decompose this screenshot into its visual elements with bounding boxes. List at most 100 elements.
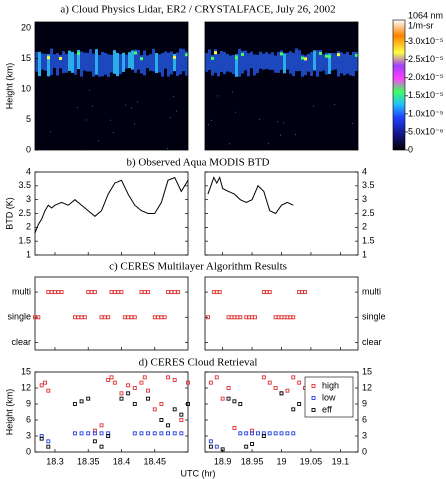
lidar-cloud xyxy=(328,53,331,74)
lidar-cloud xyxy=(244,50,247,71)
lidar-cloud xyxy=(44,53,47,71)
lidar-cloud xyxy=(262,53,265,70)
lidar-cloud xyxy=(83,52,86,71)
y-tick-label: single xyxy=(362,312,386,322)
point xyxy=(261,434,266,438)
lidar-cloud xyxy=(122,52,125,72)
lidar-cloud xyxy=(119,54,122,75)
point xyxy=(166,290,170,295)
lidar-cloud xyxy=(343,53,346,76)
point xyxy=(49,290,54,295)
point xyxy=(106,434,111,438)
lidar-cloud xyxy=(113,50,116,74)
point xyxy=(256,431,260,436)
point xyxy=(220,396,225,401)
lidar-cloud xyxy=(164,51,167,69)
y-tick-label: 3.5 xyxy=(18,180,31,190)
colorbar-tick-label: 5.0x10⁻⁶ xyxy=(408,126,444,136)
point xyxy=(92,439,97,444)
point xyxy=(72,315,77,320)
y-tick-label: 0 xyxy=(26,446,31,456)
lidar-noise xyxy=(89,89,90,91)
lidar-noise xyxy=(235,111,236,113)
lidar-cloud xyxy=(301,56,304,60)
legend-label: low xyxy=(322,392,336,402)
y-tick-label: 9 xyxy=(362,398,367,408)
y-tick-label: 6 xyxy=(26,414,31,424)
point xyxy=(39,383,44,388)
y-axis-label: Height (km) xyxy=(4,63,14,110)
point xyxy=(172,378,177,382)
lidar-noise xyxy=(208,124,209,126)
lidar-cloud xyxy=(86,52,89,72)
lidar-cloud xyxy=(247,53,250,77)
lidar-cloud xyxy=(331,52,334,71)
point xyxy=(79,399,84,404)
lidar-cloud xyxy=(220,51,223,72)
y-tick-label: 1 xyxy=(362,249,367,259)
point xyxy=(267,290,272,295)
lidar-cloud xyxy=(250,51,253,69)
point xyxy=(267,431,272,436)
y-tick-label: 15 xyxy=(362,366,372,376)
y-tick-label: clear xyxy=(362,337,382,347)
lidar-cloud xyxy=(140,57,143,61)
panel-title: b) Observed Aqua MODIS BTD xyxy=(127,157,270,169)
point xyxy=(179,431,184,436)
y-tick-label: 15 xyxy=(21,53,31,63)
point xyxy=(267,380,272,385)
lidar-cloud xyxy=(259,51,262,69)
point xyxy=(122,315,127,320)
lidar-noise xyxy=(295,133,296,135)
point xyxy=(250,442,255,446)
lidar-noise xyxy=(137,101,138,103)
frame xyxy=(34,371,189,453)
y-tick-label: multi xyxy=(12,286,31,296)
lidar-cloud xyxy=(38,51,41,77)
point xyxy=(72,402,77,406)
point xyxy=(172,290,177,295)
point xyxy=(152,315,157,320)
lidar-noise xyxy=(232,91,233,93)
point xyxy=(285,431,290,436)
y-tick-label: single xyxy=(7,312,31,322)
lidar-noise xyxy=(173,96,174,98)
x-tick-label: 18.9 xyxy=(214,456,232,466)
colorbar-tick-label: 1.0x10⁻⁵ xyxy=(408,108,444,118)
lidar-cloud xyxy=(214,49,217,73)
lidar-cloud xyxy=(337,53,340,57)
y-tick-label: 20 xyxy=(21,22,31,32)
point xyxy=(238,402,243,406)
lidar-cloud xyxy=(74,53,77,75)
colorbar-units: 1/m-sr xyxy=(408,20,434,30)
lidar-cloud xyxy=(235,56,238,60)
point xyxy=(79,431,84,436)
lidar-cloud xyxy=(152,48,155,72)
point xyxy=(279,391,284,396)
point xyxy=(109,290,114,295)
lidar-cloud xyxy=(235,54,238,77)
point xyxy=(250,431,255,436)
lidar-cloud xyxy=(149,54,152,71)
point xyxy=(139,431,144,436)
lidar-cloud xyxy=(325,54,328,58)
lidar-noise xyxy=(352,122,353,124)
x-axis-label: UTC (hr) xyxy=(181,468,216,478)
x-tick-label: 19 xyxy=(276,456,286,466)
x-tick-label: 18.95 xyxy=(241,456,264,466)
lidar-cloud xyxy=(155,53,158,74)
point xyxy=(159,418,164,422)
lidar-cloud xyxy=(161,53,164,77)
lidar-noise xyxy=(170,117,171,119)
point xyxy=(297,380,302,385)
lidar-noise xyxy=(86,119,87,121)
lidar-cloud xyxy=(280,52,283,56)
point xyxy=(126,315,131,320)
lidar-cloud xyxy=(325,52,328,75)
point xyxy=(179,412,184,417)
point xyxy=(261,375,266,380)
point xyxy=(291,431,296,436)
lidar-noise xyxy=(211,119,212,121)
legend-label: eff xyxy=(322,404,332,414)
lidar-cloud xyxy=(170,51,173,75)
